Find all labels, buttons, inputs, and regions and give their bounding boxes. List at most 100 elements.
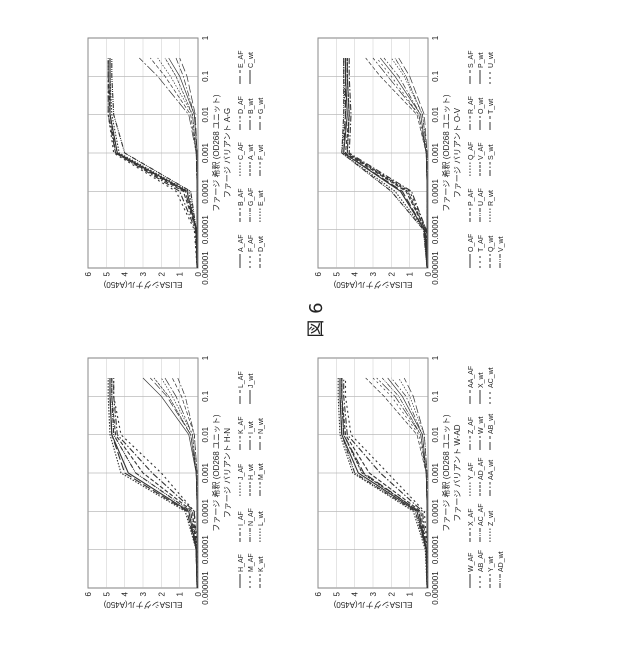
y-tick-label: 6 <box>314 271 323 276</box>
legend-entry: I_wt <box>248 421 255 434</box>
legend-entry: P_AF <box>468 188 475 206</box>
series-line-A_wt <box>165 58 197 268</box>
x-tick-label: 0.01 <box>431 106 440 122</box>
legend-entry: F_AF <box>248 235 255 252</box>
y-tick-label: 5 <box>332 591 341 596</box>
series-line-AB_wt <box>404 378 427 588</box>
series-line-A_AF <box>110 58 197 268</box>
y-tick-label: 1 <box>406 271 415 276</box>
y-tick-label: 1 <box>176 271 185 276</box>
legend-entry: A_AF <box>238 234 245 252</box>
series-line-V_wt <box>395 58 427 268</box>
legend-entry: AB_AF <box>478 550 485 572</box>
y-tick-label: 3 <box>369 591 378 596</box>
y-tick-label: 2 <box>387 271 396 276</box>
series-line-C_AF <box>110 58 197 268</box>
legend-entry: AA_AF <box>468 366 475 388</box>
x-tick-label: 0.000001 <box>431 251 440 285</box>
legend-entry: Q_AF <box>468 142 475 160</box>
legend-entry: Z_AF <box>468 417 475 434</box>
rotated-figure: 0.000001 0.00001 0.0001 0.001 0.01 0.1 1 0 1 2 3 4 5… <box>84 35 505 610</box>
x-tick-label: 0.00001 <box>201 535 210 564</box>
legend-entry: F_wt <box>258 145 265 160</box>
legend: O_AFP_AFQ_AFR_AFS_AFT_AFU_AFV_AFO_wtP_wt… <box>468 50 505 268</box>
series-line-E_AF <box>110 58 197 268</box>
x-tick-label: 0.01 <box>201 426 210 442</box>
x-tick-label: 1 <box>201 35 210 40</box>
x-tick-label: 0.1 <box>201 70 210 82</box>
legend-entry: T_wt <box>488 99 495 114</box>
y-tick-label: 4 <box>351 591 360 596</box>
legend-entry: C_AF <box>238 142 245 160</box>
legend-entry: G_AF <box>248 188 255 206</box>
series-line-Z_wt <box>399 378 427 588</box>
y-tick-label: 4 <box>121 271 130 276</box>
legend-entry: A_wt <box>248 144 255 160</box>
series-line-AD_wt <box>382 378 427 588</box>
y-tick-label: 2 <box>387 591 396 596</box>
series-line-O_wt <box>373 58 427 268</box>
series-line-E_wt <box>158 58 197 268</box>
legend-entry: E_wt <box>258 190 265 206</box>
series-line-B_AF <box>108 58 197 268</box>
series-line-I_wt <box>165 378 197 588</box>
series-line-H_AF <box>110 378 197 588</box>
series-line-T_wt <box>399 58 427 268</box>
x-tick-label: 1 <box>201 355 210 360</box>
x-tick-label: 0.0001 <box>201 499 210 524</box>
x-tick-label: 1 <box>431 355 440 360</box>
legend-entry: J_wt <box>248 374 255 388</box>
y-tick-label: 0 <box>424 591 433 596</box>
series-line-F_AF <box>108 58 197 268</box>
legend-entry: AB_wt <box>488 414 495 434</box>
legend-entry: D_AF <box>238 96 245 114</box>
legend-entry: G_wt <box>258 98 265 114</box>
legend-entry: W_AF <box>468 553 475 572</box>
y-axis-label: ELISAシグナル(A450) <box>333 280 412 290</box>
legend-entry: AD_AF <box>478 457 485 480</box>
chart-title: ファージ バリアント O-V <box>453 107 462 198</box>
legend-entry: M_AF <box>248 553 255 572</box>
x-tick-label: 0.00001 <box>201 215 210 244</box>
legend-entry: T_AF <box>478 235 485 252</box>
legend-entry: H_wt <box>248 464 255 480</box>
x-tick-label: 0.001 <box>201 462 210 483</box>
legend-entry: I_AF <box>238 511 245 526</box>
y-tick-label: 2 <box>157 591 166 596</box>
series-line-W_wt <box>377 378 427 588</box>
legend-entry: V_wt <box>498 236 505 252</box>
y-tick-label: 6 <box>314 591 323 596</box>
legend-entry: AC_wt <box>488 367 495 388</box>
y-tick-label: 4 <box>351 271 360 276</box>
series-line-L_wt <box>161 378 197 588</box>
y-tick-label: 3 <box>139 271 148 276</box>
legend-entry: AC_AF <box>478 503 485 526</box>
series-line-R_wt <box>391 58 427 268</box>
y-tick-label: 3 <box>139 591 148 596</box>
legend-entry: Z_wt <box>488 511 495 526</box>
legend-entry: N_wt <box>258 418 265 434</box>
legend-entry: AD_wt <box>498 551 505 572</box>
x-tick-label: 0.0001 <box>431 179 440 204</box>
chart-title: ファージ バリアント H-N <box>223 428 232 518</box>
chart-panel-1: 0.0000010.000010.00010.0010.010.11012345… <box>84 355 265 610</box>
y-tick-label: 6 <box>84 591 93 596</box>
legend-entry: J_AF <box>238 464 245 480</box>
x-axis-label: ファージ 希釈 (OD268 ユニット) <box>211 94 221 212</box>
series-line-Q_wt <box>366 58 427 268</box>
series-line-M_wt <box>178 378 197 588</box>
legend-entry: S_wt <box>488 144 495 160</box>
x-tick-label: 0.000001 <box>201 571 210 605</box>
legend-entry: B_wt <box>248 98 255 114</box>
series-line-S_wt <box>384 58 427 268</box>
y-tick-label: 0 <box>424 271 433 276</box>
legend-entry: D_wt <box>258 236 265 252</box>
x-tick-label: 0.0001 <box>201 179 210 204</box>
legend-entry: Y_wt <box>488 556 495 572</box>
legend-entry: R_wt <box>488 190 495 206</box>
x-tick-label: 0.01 <box>201 106 210 122</box>
legend-entry: P_wt <box>478 52 485 68</box>
legend-entry: H_AF <box>238 554 245 572</box>
chart-panel-0: 0.0000010.000010.00010.0010.010.11012345… <box>84 35 265 290</box>
